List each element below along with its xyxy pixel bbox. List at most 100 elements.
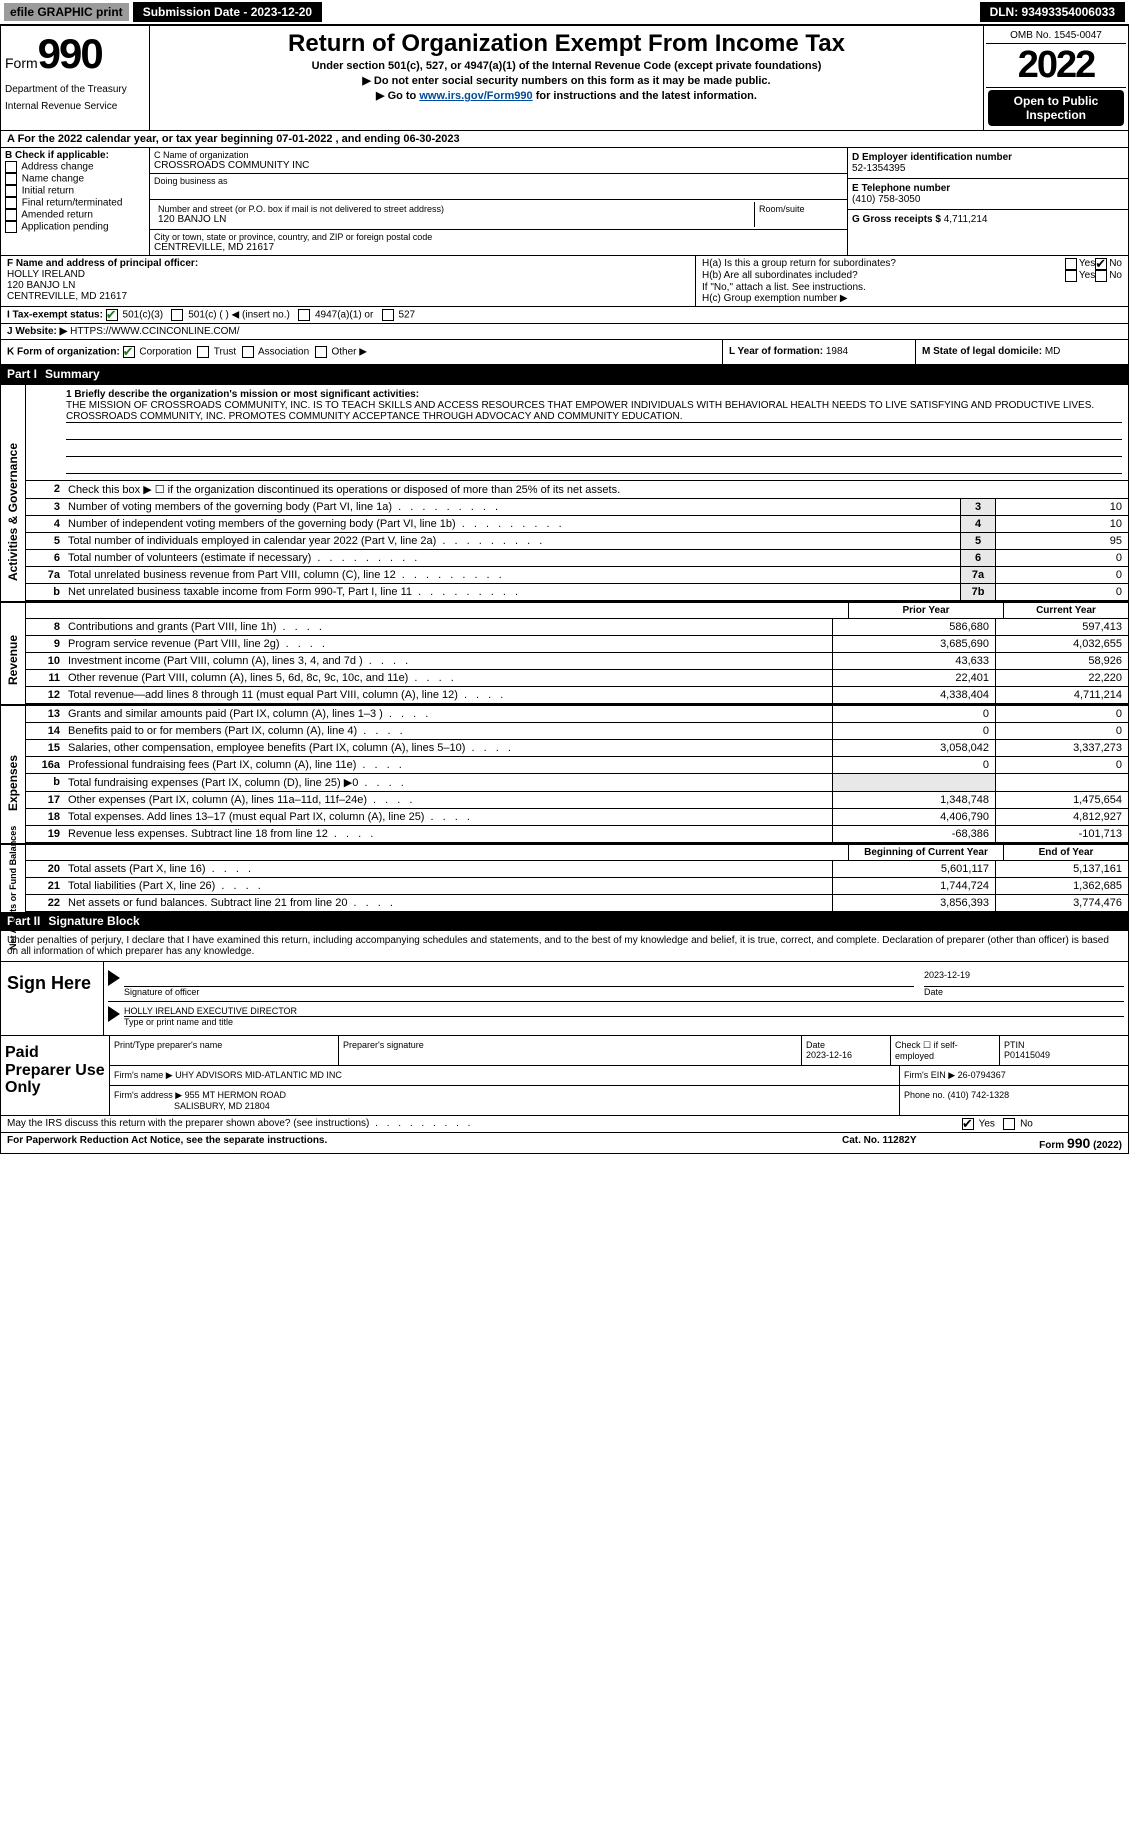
prior-value: 4,338,404 (832, 687, 995, 703)
current-value: 3,774,476 (995, 895, 1128, 911)
prior-value: 1,348,748 (832, 792, 995, 808)
line-desc: Total revenue—add lines 8 through 11 (mu… (64, 687, 832, 703)
line-value: 0 (995, 584, 1128, 600)
room-suite-label: Room/suite (755, 202, 843, 227)
top-bar: efile GRAPHIC print Submission Date - 20… (0, 0, 1129, 25)
phone-value: (410) 758-3050 (852, 194, 1124, 205)
gov-line-4: 4 Number of independent voting members o… (26, 516, 1128, 533)
irs-link[interactable]: www.irs.gov/Form990 (419, 90, 532, 102)
org-name: CROSSROADS COMMUNITY INC (154, 160, 843, 171)
opt-527: 527 (398, 310, 415, 321)
mission-block: 1 Briefly describe the organization's mi… (26, 385, 1128, 481)
line-num: b (26, 584, 64, 600)
prior-value: 0 (832, 706, 995, 722)
submission-date-button[interactable]: Submission Date - 2023-12-20 (133, 2, 322, 22)
ha-no-checkbox[interactable] (1095, 258, 1107, 270)
line-desc: Total unrelated business revenue from Pa… (64, 567, 960, 583)
part-1-label: Part I (7, 367, 45, 381)
corp-checkbox[interactable] (123, 346, 135, 358)
current-value: 0 (995, 706, 1128, 722)
line-num: 10 (26, 653, 64, 669)
line-desc: Program service revenue (Part VIII, line… (64, 636, 832, 652)
line-10: 10 Investment income (Part VIII, column … (26, 653, 1128, 670)
section-c-label: C Name of organization (154, 150, 843, 160)
line-desc: Number of voting members of the governin… (64, 499, 960, 515)
hb-yes-checkbox[interactable] (1065, 270, 1077, 282)
line-desc: Contributions and grants (Part VIII, lin… (64, 619, 832, 635)
current-value: 1,475,654 (995, 792, 1128, 808)
firm-addr2: SALISBURY, MD 21804 (174, 1101, 270, 1111)
subtitle-3: ▶ Go to www.irs.gov/Form990 for instruct… (154, 89, 979, 102)
form-990-frame: Form990 Department of the Treasury Inter… (0, 25, 1129, 1154)
firm-addr: 955 MT HERMON ROAD (185, 1090, 286, 1100)
line-box: 6 (960, 550, 995, 566)
gov-line-6: 6 Total number of volunteers (estimate i… (26, 550, 1128, 567)
date-label: Date (924, 987, 1124, 997)
line-8: 8 Contributions and grants (Part VIII, l… (26, 619, 1128, 636)
line-desc: Total number of volunteers (estimate if … (64, 550, 960, 566)
501c-checkbox[interactable] (171, 309, 183, 321)
checkbox-final-return[interactable] (5, 197, 17, 209)
arrow-icon-2 (108, 1006, 120, 1022)
line-desc: Benefits paid to or for members (Part IX… (64, 723, 832, 739)
line-12: 12 Total revenue—add lines 8 through 11 … (26, 687, 1128, 704)
line-num: 11 (26, 670, 64, 686)
checkbox-name-change[interactable] (5, 173, 17, 185)
checkbox-application-pending[interactable] (5, 221, 17, 233)
line-21: 21 Total liabilities (Part X, line 26) 1… (26, 878, 1128, 895)
line-desc: Check this box ▶ ☐ if the organization d… (64, 481, 1128, 498)
other-checkbox[interactable] (315, 346, 327, 358)
part-2-header: Part II Signature Block (1, 912, 1128, 930)
website-url: HTTPS://WWW.CCINCONLINE.COM/ (70, 326, 239, 337)
footer-row: For Paperwork Reduction Act Notice, see … (1, 1132, 1128, 1153)
mission-question: 1 Briefly describe the organization's mi… (66, 389, 1122, 400)
4947-checkbox[interactable] (298, 309, 310, 321)
trust-checkbox[interactable] (197, 346, 209, 358)
501c3-checkbox[interactable] (106, 309, 118, 321)
checkbox-address-change[interactable] (5, 161, 17, 173)
current-value: 1,362,685 (995, 878, 1128, 894)
line-desc: Total number of individuals employed in … (64, 533, 960, 549)
discuss-no: No (1020, 1119, 1033, 1130)
section-d: D Employer identification number 52-1354… (847, 148, 1128, 255)
line-num: 12 (26, 687, 64, 703)
section-i: I Tax-exempt status: 501(c)(3) 501(c) ( … (1, 307, 1128, 324)
line-desc: Grants and similar amounts paid (Part IX… (64, 706, 832, 722)
line-desc: Professional fundraising fees (Part IX, … (64, 757, 832, 773)
ha-label: H(a) Is this a group return for subordin… (702, 258, 1065, 270)
prior-value: 22,401 (832, 670, 995, 686)
opt-501c: 501(c) ( ) ◀ (insert no.) (188, 310, 290, 321)
line-desc: Revenue less expenses. Subtract line 18 … (64, 826, 832, 842)
dln-label: DLN: 93493354006033 (980, 2, 1125, 22)
section-l-label: L Year of formation: (729, 346, 823, 357)
line-20: 20 Total assets (Part X, line 16) 5,601,… (26, 861, 1128, 878)
checkbox-initial-return[interactable] (5, 185, 17, 197)
current-value: 0 (995, 757, 1128, 773)
paid-preparer-section: Paid Preparer Use Only Print/Type prepar… (1, 1035, 1128, 1115)
line-num: 14 (26, 723, 64, 739)
header-right: OMB No. 1545-0047 2022 Open to Public In… (983, 26, 1128, 130)
assoc-checkbox[interactable] (242, 346, 254, 358)
current-value: 0 (995, 723, 1128, 739)
gross-receipts-label: G Gross receipts $ (852, 214, 941, 225)
discuss-no-checkbox[interactable] (1003, 1118, 1015, 1130)
goto-pre: ▶ Go to (376, 90, 419, 102)
prep-sig-label: Preparer's signature (339, 1036, 802, 1065)
dba-label: Doing business as (154, 176, 843, 186)
checkbox-amended-return[interactable] (5, 209, 17, 221)
line-num: 17 (26, 792, 64, 808)
prior-value: 3,058,042 (832, 740, 995, 756)
line-num: 5 (26, 533, 64, 549)
sign-here-label: Sign Here (1, 962, 103, 1035)
section-b-label: B Check if applicable: (5, 150, 145, 161)
footer-form-pre: Form (1039, 1140, 1067, 1151)
gov-line-b: b Net unrelated business taxable income … (26, 584, 1128, 601)
ha-yes-checkbox[interactable] (1065, 258, 1077, 270)
current-value: 4,032,655 (995, 636, 1128, 652)
hb-no-checkbox[interactable] (1095, 270, 1107, 282)
ha-yes: Yes (1079, 258, 1095, 270)
line-desc: Net unrelated business taxable income fr… (64, 584, 960, 600)
line-num: 22 (26, 895, 64, 911)
discuss-yes-checkbox[interactable] (962, 1118, 974, 1130)
527-checkbox[interactable] (382, 309, 394, 321)
